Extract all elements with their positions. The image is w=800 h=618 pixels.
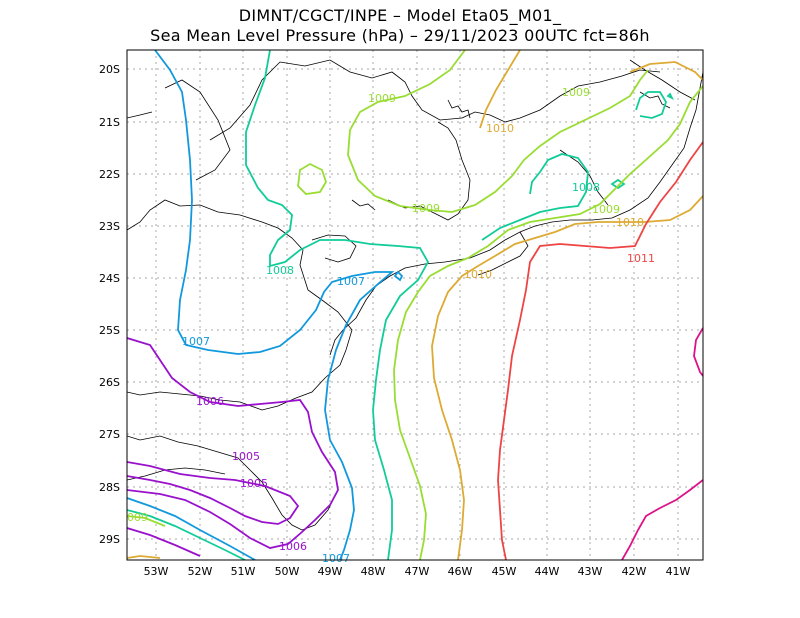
lat-label: 22S <box>99 168 120 181</box>
map-title-line1: DIMNT/CGCT/INPE – Model Eta05_M01_ <box>238 6 562 25</box>
lon-label: 42W <box>622 565 647 578</box>
contour-label: 1007 <box>182 335 210 348</box>
contour-label: 1010 <box>464 268 492 281</box>
contour-labels: 1009 1009 1010 1008 1009 1009 1010 1011 … <box>127 86 655 565</box>
contour-label: 1008 <box>266 264 294 277</box>
lat-label: 27S <box>99 428 120 441</box>
contour-label: 1005 <box>232 450 260 463</box>
map-title-line2: Sea Mean Level Pressure (hPa) – 29/11/20… <box>150 26 650 45</box>
contour-label: 1005 <box>240 477 268 490</box>
latitude-labels: 20S 21S 22S 23S 24S 25S 26S 27S 28S 29S <box>99 63 120 546</box>
contour-label: 1009 <box>592 203 620 216</box>
lat-label: 26S <box>99 376 120 389</box>
contour-label: 1007 <box>322 552 350 565</box>
lat-label: 23S <box>99 220 120 233</box>
coastline-borders <box>127 59 703 531</box>
lat-label: 21S <box>99 116 120 129</box>
lon-label: 46W <box>448 565 473 578</box>
lat-label: 28S <box>99 481 120 494</box>
lon-label: 53W <box>144 565 169 578</box>
grid-lines <box>127 50 703 560</box>
contour-label: 1010 <box>486 122 514 135</box>
lat-label: 29S <box>99 533 120 546</box>
contour-label: 1011 <box>627 252 655 265</box>
longitude-labels: 53W 52W 51W 50W 49W 48W 47W 46W 45W 44W … <box>144 565 691 578</box>
lon-label: 41W <box>666 565 691 578</box>
lon-label: 52W <box>188 565 213 578</box>
lon-label: 48W <box>361 565 386 578</box>
lat-label: 24S <box>99 272 120 285</box>
contour-label: 1008 <box>572 181 600 194</box>
contour-label: 1006 <box>279 540 307 553</box>
contour-label: 1010 <box>616 216 644 229</box>
contour-label: 1007 <box>337 275 365 288</box>
lon-label: 43W <box>578 565 603 578</box>
lon-label: 50W <box>275 565 300 578</box>
lon-label: 51W <box>231 565 256 578</box>
pressure-contours <box>127 50 703 560</box>
contour-label: 1009 <box>368 92 396 105</box>
lon-label: 45W <box>492 565 517 578</box>
contour-label: 1009 <box>562 86 590 99</box>
contour-label: 1009 <box>412 202 440 215</box>
contour-label: 1006 <box>196 395 224 408</box>
lon-label: 44W <box>535 565 560 578</box>
contour-label: 009 <box>127 511 148 524</box>
lon-label: 49W <box>318 565 343 578</box>
plot-frame <box>126 49 704 561</box>
lon-label: 47W <box>405 565 430 578</box>
lat-label: 25S <box>99 324 120 337</box>
lat-label: 20S <box>99 63 120 76</box>
